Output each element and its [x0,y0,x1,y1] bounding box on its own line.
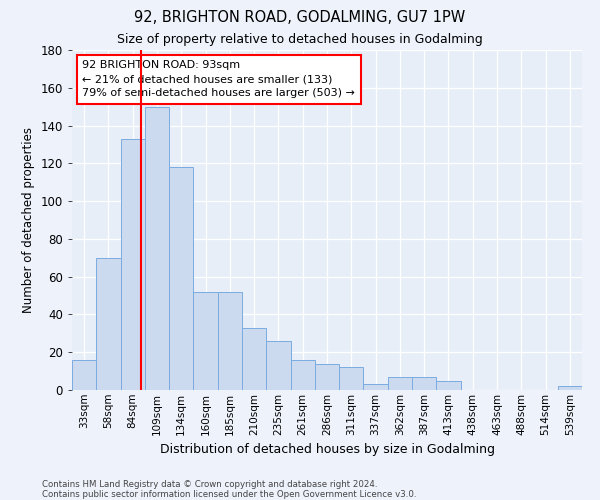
Bar [96,258,121,390]
Bar [121,139,145,390]
Bar [193,292,218,390]
Bar [388,377,412,390]
Text: Size of property relative to detached houses in Godalming: Size of property relative to detached ho… [117,32,483,46]
Bar [290,360,315,390]
Bar [169,167,193,390]
Bar [242,328,266,390]
Y-axis label: Number of detached properties: Number of detached properties [22,127,35,313]
Bar [218,292,242,390]
Bar [145,106,169,390]
Bar [436,380,461,390]
Text: Contains public sector information licensed under the Open Government Licence v3: Contains public sector information licen… [42,490,416,499]
Bar [315,364,339,390]
Bar [558,386,582,390]
Bar [364,384,388,390]
Bar [412,377,436,390]
Bar [339,368,364,390]
X-axis label: Distribution of detached houses by size in Godalming: Distribution of detached houses by size … [160,443,494,456]
Text: Contains HM Land Registry data © Crown copyright and database right 2024.: Contains HM Land Registry data © Crown c… [42,480,377,489]
Text: 92 BRIGHTON ROAD: 93sqm
← 21% of detached houses are smaller (133)
79% of semi-d: 92 BRIGHTON ROAD: 93sqm ← 21% of detache… [82,60,355,98]
Bar [72,360,96,390]
Bar [266,341,290,390]
Text: 92, BRIGHTON ROAD, GODALMING, GU7 1PW: 92, BRIGHTON ROAD, GODALMING, GU7 1PW [134,10,466,25]
